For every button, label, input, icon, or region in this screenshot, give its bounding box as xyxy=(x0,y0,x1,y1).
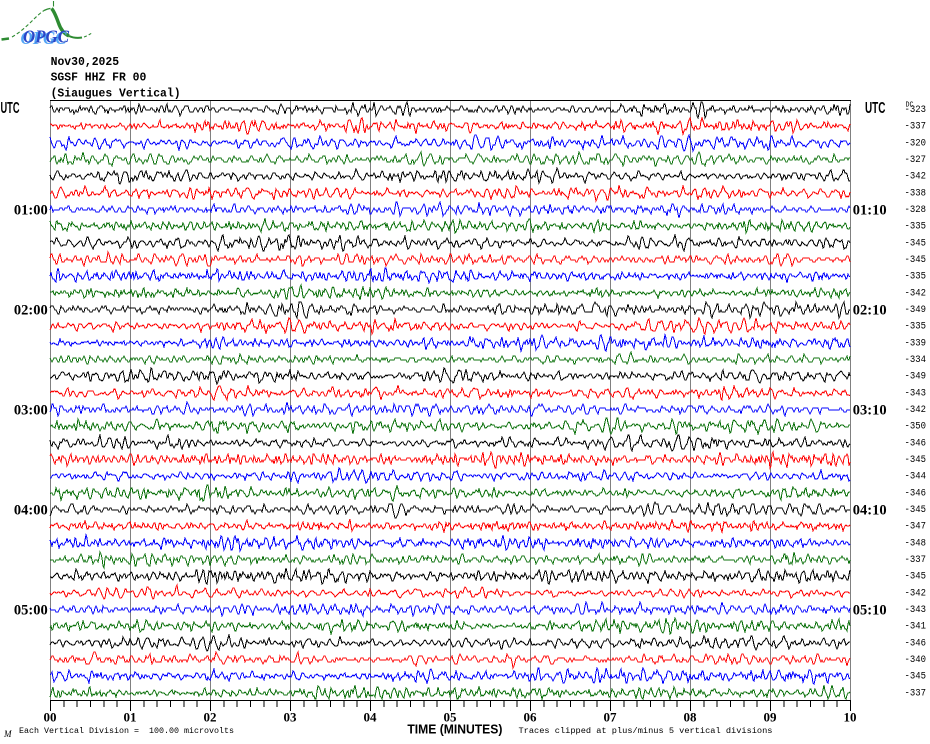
svg-text:-342: -342 xyxy=(905,404,927,415)
svg-text:-342: -342 xyxy=(905,287,927,298)
svg-text:M: M xyxy=(3,729,12,739)
svg-text:-343: -343 xyxy=(905,604,927,615)
svg-text:TIME (MINUTES): TIME (MINUTES) xyxy=(407,722,502,737)
svg-text:-345: -345 xyxy=(905,254,927,265)
svg-text:-344: -344 xyxy=(905,471,927,482)
svg-text:02:00: 02:00 xyxy=(14,302,48,318)
svg-text:-337: -337 xyxy=(905,121,927,132)
svg-text:Nov30,2025: Nov30,2025 xyxy=(51,55,120,69)
svg-text:03: 03 xyxy=(284,711,297,725)
svg-text:UTC: UTC xyxy=(865,100,885,117)
svg-text:-337: -337 xyxy=(905,554,927,565)
svg-text:02:10: 02:10 xyxy=(853,302,887,318)
svg-text:-335: -335 xyxy=(905,221,927,232)
svg-text:Traces clipped at plus/minus 5: Traces clipped at plus/minus 5 vertical … xyxy=(519,726,773,736)
svg-text:-345: -345 xyxy=(905,504,927,515)
svg-text:04: 04 xyxy=(364,711,378,725)
svg-text:-335: -335 xyxy=(905,271,927,282)
svg-text:UTC: UTC xyxy=(1,100,20,117)
svg-text:-338: -338 xyxy=(905,187,927,198)
svg-text:-346: -346 xyxy=(905,637,927,648)
svg-text:02: 02 xyxy=(204,711,217,725)
svg-text:-345: -345 xyxy=(905,671,927,682)
svg-text:00: 00 xyxy=(44,711,57,725)
svg-text:-349: -349 xyxy=(905,304,927,315)
svg-text:OPGC: OPGC xyxy=(23,26,70,46)
svg-text:-341: -341 xyxy=(905,621,927,632)
svg-text:03:10: 03:10 xyxy=(853,402,887,418)
svg-text:Each Vertical Division = 100.: Each Vertical Division = 100.00 microvol… xyxy=(19,726,234,736)
svg-text:-337: -337 xyxy=(905,687,927,698)
svg-text:05:00: 05:00 xyxy=(14,602,48,618)
svg-text:-323: -323 xyxy=(905,104,927,115)
svg-text:04:10: 04:10 xyxy=(853,502,887,518)
svg-text:-342: -342 xyxy=(905,171,927,182)
svg-text:05:10: 05:10 xyxy=(853,602,887,618)
svg-text:01:10: 01:10 xyxy=(853,202,887,218)
svg-text:-348: -348 xyxy=(905,537,927,548)
svg-text:OPGC: OPGC xyxy=(21,28,68,48)
svg-text:DC: DC xyxy=(906,102,914,110)
svg-text:03:00: 03:00 xyxy=(14,402,48,418)
svg-text:-346: -346 xyxy=(905,487,927,498)
svg-text:-345: -345 xyxy=(905,571,927,582)
svg-text:-345: -345 xyxy=(905,237,927,248)
svg-text:09: 09 xyxy=(764,711,777,725)
svg-text:-334: -334 xyxy=(905,354,927,365)
svg-text:-346: -346 xyxy=(905,437,927,448)
svg-text:-347: -347 xyxy=(905,521,927,532)
svg-text:-320: -320 xyxy=(905,137,927,148)
svg-text:04:00: 04:00 xyxy=(14,502,48,518)
svg-text:-350: -350 xyxy=(905,421,927,432)
svg-text:01:00: 01:00 xyxy=(14,202,48,218)
svg-text:08: 08 xyxy=(684,711,697,725)
svg-text:10: 10 xyxy=(844,711,857,725)
svg-text:SGSF HHZ FR 00: SGSF HHZ FR 00 xyxy=(51,71,147,85)
svg-text:-340: -340 xyxy=(905,654,927,665)
svg-text:01: 01 xyxy=(124,711,137,725)
svg-text:-339: -339 xyxy=(905,337,927,348)
svg-text:-328: -328 xyxy=(905,204,927,215)
svg-text:-349: -349 xyxy=(905,371,927,382)
svg-text:-335: -335 xyxy=(905,321,927,332)
svg-text:-327: -327 xyxy=(905,154,927,165)
svg-text:-343: -343 xyxy=(905,387,927,398)
svg-text:07: 07 xyxy=(604,711,617,725)
svg-text:05: 05 xyxy=(444,711,457,725)
svg-text:-345: -345 xyxy=(905,454,927,465)
svg-text:(Siaugues Vertical): (Siaugues Vertical) xyxy=(51,86,181,100)
svg-text:06: 06 xyxy=(524,711,537,725)
svg-text:-342: -342 xyxy=(905,587,927,598)
